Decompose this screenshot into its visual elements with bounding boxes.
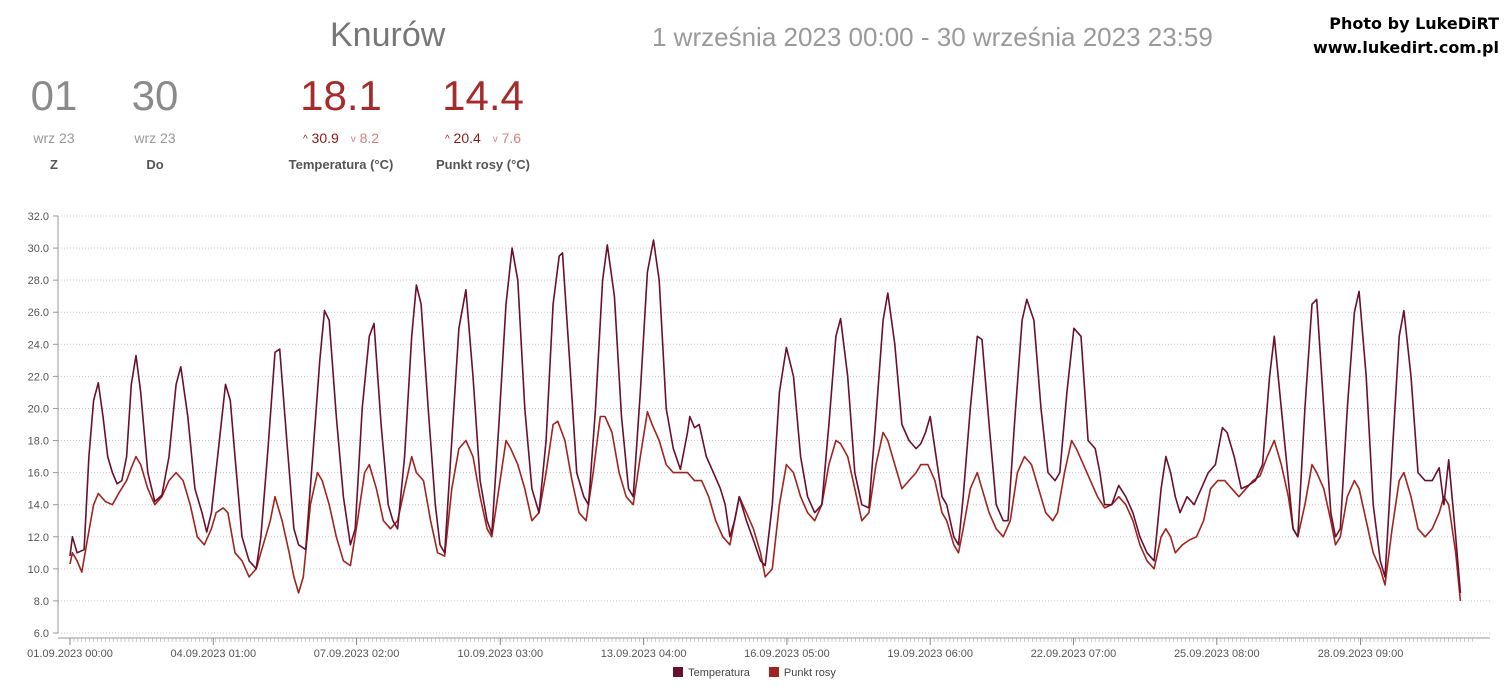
- station-name: Knurów: [330, 16, 446, 54]
- y-tick-label: 8.0: [34, 596, 49, 608]
- photo-credit: Photo by LukeDiRT www.lukedirt.com.pl: [1313, 12, 1499, 60]
- to-label: Do: [146, 157, 164, 172]
- temperature-chart: 6.0 8.0 10.0 12.0 14.0 16.0 18.0 20.0 22.0 24.0 26…: [27, 211, 1490, 660]
- y-tick-label: 10.0: [28, 564, 49, 576]
- date-range: 1 września 2023 00:00 - 30 września 2023…: [652, 22, 1213, 52]
- stat-to: 30 wrz 23 Do: [115, 72, 195, 173]
- from-label: Z: [50, 157, 58, 172]
- y-tick-label: 32.0: [28, 211, 49, 223]
- y-tick-label: 18.0: [28, 436, 49, 448]
- dewpoint-label: Punkt rosy (°C): [435, 157, 531, 172]
- from-month: wrz 23: [33, 130, 75, 146]
- dewpoint-max: ^ 20.4: [445, 130, 481, 146]
- x-tick-label: 10.09.2023 03:00: [458, 648, 544, 660]
- x-tick-label: 28.09.2023 09:00: [1318, 648, 1404, 660]
- y-tick-label: 28.0: [28, 275, 49, 287]
- y-tick-label: 22.0: [28, 371, 49, 383]
- legend-item-dewpoint[interactable]: Punkt rosy: [768, 667, 836, 679]
- stat-dewpoint: 14.4 ^ 20.4 v 7.6 Punkt rosy (°C): [418, 72, 548, 173]
- chevron-up-icon: ^: [444, 134, 450, 145]
- stat-temperature: 18.1 ^ 30.9 v 8.2 Temperatura (°C): [276, 72, 406, 173]
- x-tick-label: 25.09.2023 08:00: [1174, 648, 1260, 660]
- y-tick-label: 24.0: [28, 339, 49, 351]
- chevron-up-icon: ^: [302, 134, 308, 145]
- x-tick-label: 16.09.2023 05:00: [744, 648, 830, 660]
- stat-from: 01 wrz 23 Z: [14, 72, 94, 173]
- legend-item-temperature[interactable]: Temperatura: [673, 667, 750, 679]
- dewpoint-min: v 7.6: [493, 130, 521, 146]
- x-tick-label: 13.09.2023 04:00: [601, 648, 687, 660]
- dewpoint-value: 14.4: [442, 72, 524, 119]
- chart-legend: Temperatura Punkt rosy: [0, 667, 1509, 679]
- y-tick-label: 12.0: [28, 532, 49, 544]
- x-tick-label: 04.09.2023 01:00: [170, 648, 256, 660]
- legend-label-temperature: Temperatura: [688, 667, 750, 679]
- temperature-minmax: ^ 30.9 v 8.2: [276, 130, 406, 146]
- x-tick-label: 01.09.2023 00:00: [27, 648, 113, 660]
- legend-swatch-temperature: [673, 667, 684, 677]
- temperature-max: ^ 30.9: [303, 130, 339, 146]
- dewpoint-line: [69, 410, 1462, 601]
- dewpoint-min-value: 7.6: [501, 130, 522, 146]
- y-tick-label: 20.0: [28, 403, 49, 415]
- temperature-min: v 8.2: [351, 130, 379, 146]
- credit-line-2: www.lukedirt.com.pl: [1312, 38, 1499, 57]
- chevron-down-icon: v: [492, 134, 498, 145]
- dewpoint-minmax: ^ 20.4 v 7.6: [418, 130, 548, 146]
- y-tick-label: 6.0: [34, 628, 49, 640]
- temperature-max-value: 30.9: [311, 130, 339, 146]
- y-tick-label: 26.0: [28, 307, 49, 319]
- to-month: wrz 23: [134, 130, 176, 146]
- legend-label-dewpoint: Punkt rosy: [783, 667, 836, 679]
- y-tick-label: 16.0: [28, 468, 49, 480]
- credit-line-1: Photo by LukeDiRT: [1329, 14, 1499, 33]
- dewpoint-max-value: 20.4: [453, 130, 481, 146]
- y-tick-label: 30.0: [28, 243, 49, 255]
- chevron-down-icon: v: [350, 134, 356, 145]
- x-tick-label: 22.09.2023 07:00: [1031, 648, 1117, 660]
- legend-swatch-dewpoint: [768, 667, 779, 677]
- x-tick-label: 19.09.2023 06:00: [887, 648, 973, 660]
- temperature-min-value: 8.2: [359, 130, 380, 146]
- x-tick-label: 07.09.2023 02:00: [314, 648, 400, 660]
- y-tick-label: 14.0: [28, 500, 49, 512]
- temperature-line: [69, 239, 1462, 593]
- temperature-value: 18.1: [300, 72, 382, 119]
- to-day: 30: [131, 72, 179, 119]
- temperature-label: Temperatura (°C): [288, 157, 394, 172]
- from-day: 01: [30, 72, 78, 119]
